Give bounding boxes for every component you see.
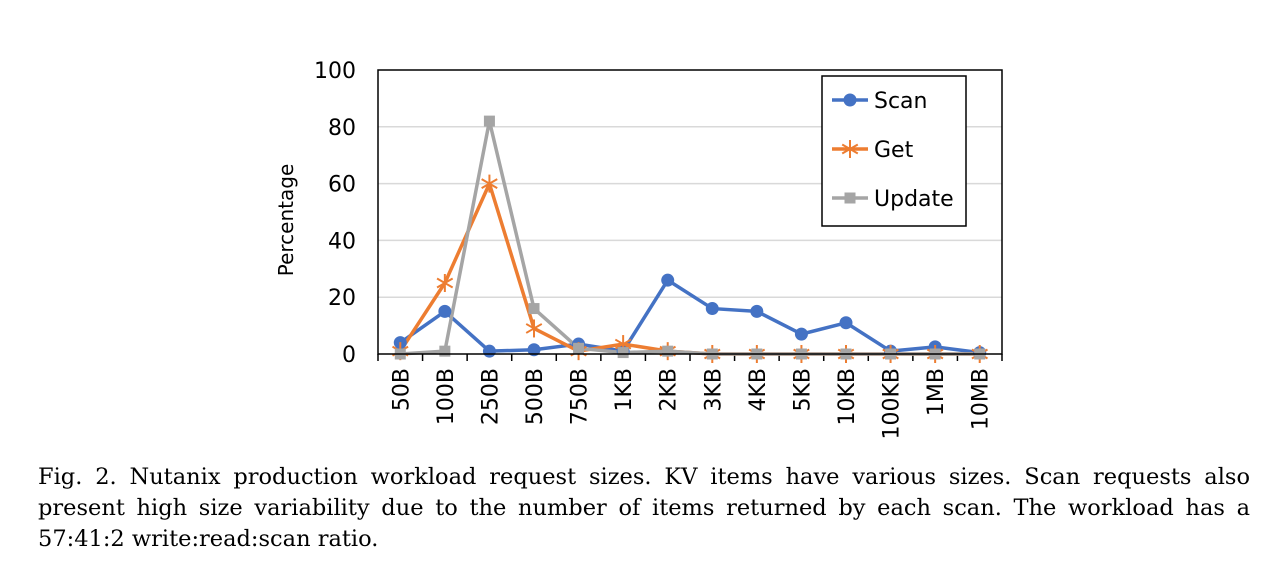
legend-swatch-marker xyxy=(843,93,857,107)
x-tick-label: 10MB xyxy=(969,368,994,430)
legend-entry-get: Get xyxy=(832,138,914,163)
y-tick-label: 60 xyxy=(328,173,356,198)
legend-swatch-marker xyxy=(844,192,856,204)
point-update xyxy=(528,303,540,315)
x-tick-label: 1MB xyxy=(924,368,949,416)
legend-entry-scan: Scan xyxy=(832,89,928,114)
legend-label: Get xyxy=(874,138,914,163)
point-scan xyxy=(527,343,541,357)
asterisk-stroke xyxy=(841,143,859,155)
x-axis-ticks: 50B 100B 250B 500B 750B 1KB 2KB 3KB 4KB 5KB 10KB 10… xyxy=(377,354,1003,440)
y-tick-label: 80 xyxy=(328,116,356,141)
y-tick-label: 20 xyxy=(328,286,356,311)
x-tick-label: 500B xyxy=(523,368,548,425)
point-get xyxy=(481,174,498,193)
point-update xyxy=(439,345,451,357)
legend: Scan Get Update xyxy=(821,75,967,227)
figure-caption: Fig. 2. Nutanix production workload requ… xyxy=(38,464,1250,552)
legend-swatch-marker xyxy=(841,140,859,158)
line-chart: 0 20 40 60 80 100 50B 100B 250B 500B 750B 1KB 2KB 3K… xyxy=(274,59,1003,440)
x-tick-label: 5KB xyxy=(790,368,815,412)
x-tick-label: 4KB xyxy=(746,368,771,412)
y-tick-label: 0 xyxy=(342,343,356,368)
y-axis-label: Percentage xyxy=(274,164,298,277)
point-scan xyxy=(794,327,808,341)
point-get xyxy=(436,274,454,292)
legend-label: Update xyxy=(874,187,954,212)
point-scan xyxy=(661,273,675,287)
point-scan xyxy=(839,316,853,330)
series-line-scan xyxy=(399,278,980,355)
point-scan xyxy=(705,302,719,316)
point-get xyxy=(525,319,543,338)
x-tick-label: 50B xyxy=(389,368,414,411)
point-scan xyxy=(750,304,764,318)
point-update xyxy=(483,115,495,127)
x-tick-label: 3KB xyxy=(701,368,726,412)
asterisk-stroke xyxy=(481,178,498,189)
y-tick-label: 40 xyxy=(328,229,356,254)
point-update xyxy=(662,345,674,357)
asterisk-stroke xyxy=(614,338,632,350)
x-tick-label: 250B xyxy=(478,368,503,425)
point-update xyxy=(573,342,585,354)
legend-entry-update: Update xyxy=(832,187,954,212)
point-update xyxy=(617,347,629,359)
x-tick-label: 100KB xyxy=(880,368,905,440)
x-tick-label: 2KB xyxy=(657,368,682,412)
asterisk-stroke xyxy=(525,323,543,334)
point-scan xyxy=(438,304,452,318)
x-tick-label: 100B xyxy=(434,368,459,425)
point-scan xyxy=(482,344,496,358)
x-tick-label: 1KB xyxy=(612,368,637,412)
y-tick-label: 100 xyxy=(314,59,356,84)
legend-label: Scan xyxy=(874,89,928,114)
x-tick-label: 750B xyxy=(568,368,593,425)
y-axis-ticks: 0 20 40 60 80 100 xyxy=(314,59,356,368)
x-tick-label: 10KB xyxy=(835,368,860,426)
plot-area-frame xyxy=(377,69,1003,355)
asterisk-stroke xyxy=(436,277,454,289)
